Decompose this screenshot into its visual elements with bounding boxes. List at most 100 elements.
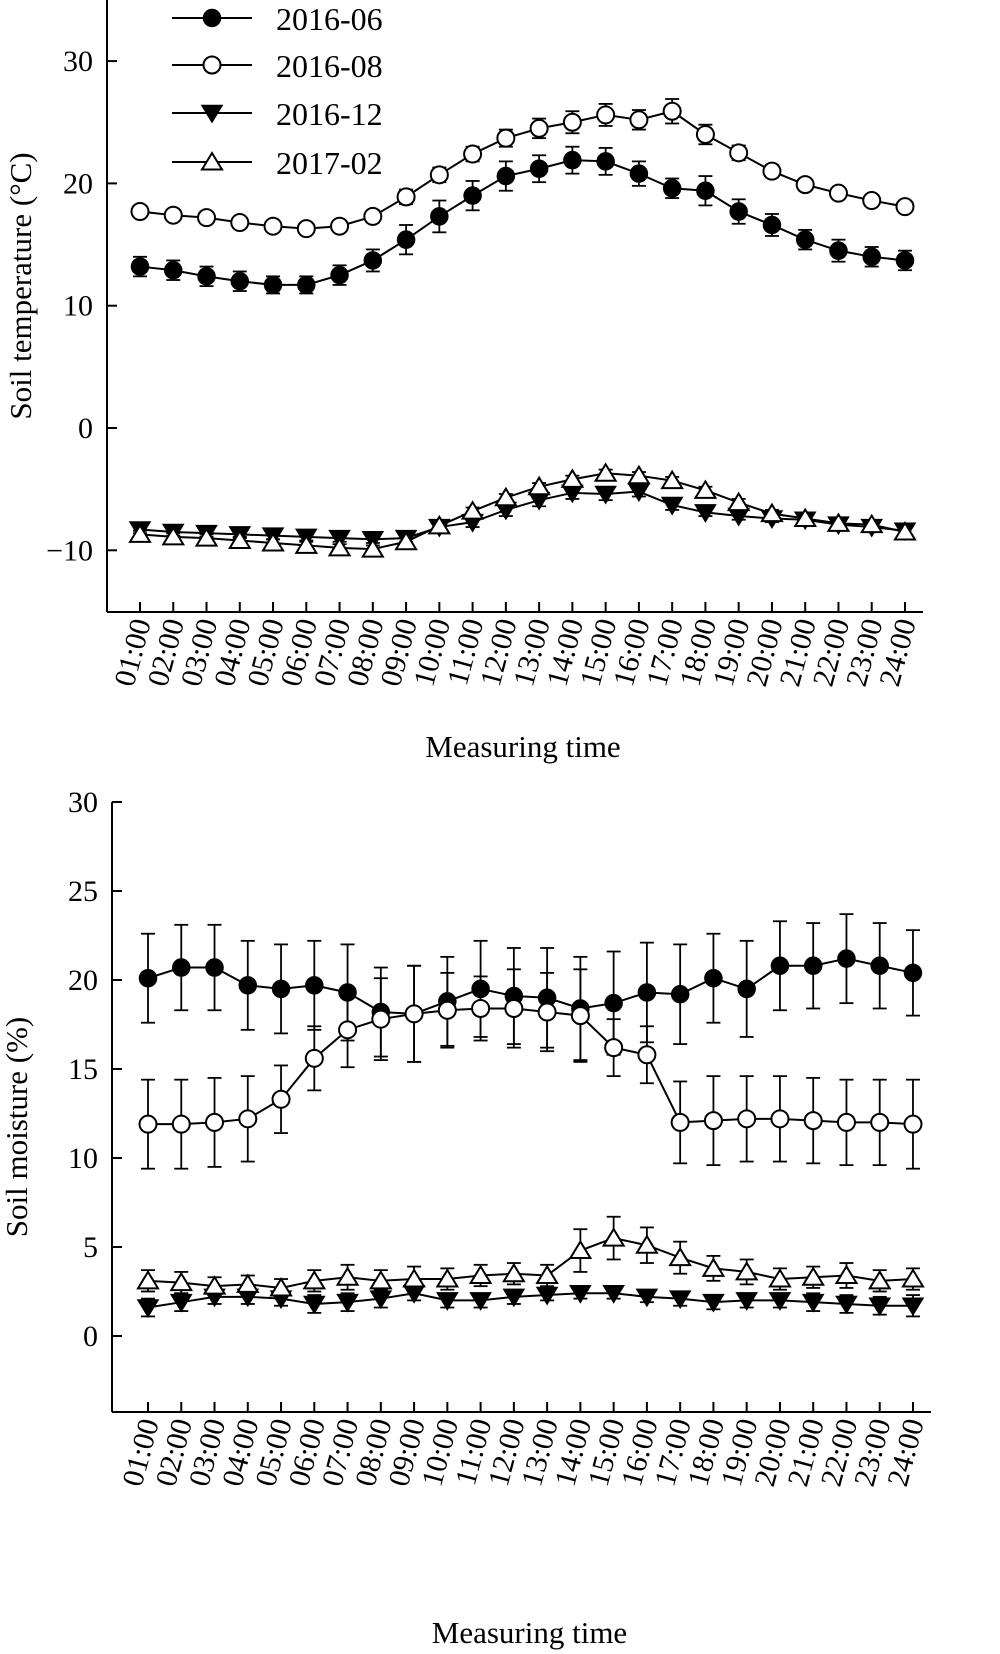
legend-entry-2016-08: 2016-08 — [172, 48, 383, 84]
temperature-data-point — [430, 207, 449, 226]
temperature-data-point — [363, 206, 383, 226]
moisture-data-point — [803, 956, 823, 976]
moisture-data-point — [402, 1268, 426, 1288]
temperature-data-point — [327, 536, 352, 557]
moisture-y-tick-label: 0 — [83, 1320, 98, 1353]
temperature-data-point — [263, 275, 283, 295]
moisture-data-point — [205, 958, 224, 977]
moisture-data-point — [236, 1273, 260, 1293]
moisture-data-point — [770, 1109, 790, 1129]
moisture-data-point — [703, 1111, 723, 1131]
moisture-data-point — [604, 993, 623, 1013]
moisture-data-point — [701, 1257, 726, 1277]
moisture-data-point — [601, 1227, 626, 1247]
moisture-data-point — [436, 1292, 459, 1311]
temperature-data-point — [662, 101, 682, 121]
temperature-data-point — [895, 251, 915, 270]
moisture-data-point — [770, 956, 790, 976]
temperature-data-point — [660, 469, 684, 490]
temperature-data-point — [230, 271, 250, 291]
legend-marker — [200, 151, 224, 171]
temperature-data-point — [760, 502, 784, 523]
moisture-y-tick-label: 10 — [68, 1142, 98, 1175]
temperature-data-point — [893, 521, 917, 541]
temperature-data-point — [463, 186, 482, 205]
temperature-data-point — [693, 479, 718, 499]
moisture-data-point — [238, 1109, 258, 1129]
temperature-data-point — [361, 538, 385, 558]
temperature-data-point — [859, 513, 884, 534]
moisture-data-point — [269, 1277, 293, 1297]
temperature-data-point — [161, 525, 186, 546]
temperature-data-point — [297, 275, 316, 295]
moisture-data-point — [801, 1266, 825, 1286]
moisture-data-point — [504, 998, 524, 1018]
temperature-data-point — [695, 124, 715, 144]
temperature-data-point — [696, 181, 715, 200]
moisture-data-point — [901, 1268, 925, 1288]
moisture-data-point — [737, 1109, 757, 1129]
legend-entry-2016-12: 2016-12 — [172, 96, 383, 132]
moisture-data-point — [171, 1114, 191, 1134]
moisture-data-point — [535, 1286, 559, 1306]
moisture-data-point — [336, 1293, 359, 1313]
temperature-data-point — [862, 247, 881, 267]
moisture-data-point — [136, 1299, 160, 1318]
moisture-data-point — [870, 956, 889, 976]
moisture-x-axis-title: Measuring time — [432, 1615, 627, 1650]
moisture-data-point — [702, 1293, 725, 1313]
temperature-data-point — [363, 251, 383, 270]
temperature-y-tick-label: 10 — [63, 290, 93, 323]
moisture-data-point — [335, 1266, 360, 1286]
moisture-data-point — [867, 1269, 892, 1290]
legend: 2016-06 2016-08 2016-12 2017-02 — [172, 1, 383, 181]
temperature-data-point — [230, 213, 250, 233]
moisture-data-point — [835, 1295, 858, 1315]
temperature-data-point — [263, 216, 283, 236]
temperature-data-point — [629, 164, 649, 183]
moisture-data-point — [302, 1295, 326, 1315]
legend-label: 2016-12 — [276, 96, 383, 132]
temperature-x-axis-title: Measuring time — [425, 729, 620, 764]
moisture-data-point — [471, 998, 491, 1018]
moisture-data-point — [834, 1264, 859, 1284]
moisture-data-point — [205, 1112, 225, 1132]
temperature-data-point — [294, 534, 319, 554]
legend-label: 2017-02 — [276, 145, 383, 181]
temperature-data-point — [496, 128, 516, 148]
moisture-series-line — [147, 1292, 913, 1309]
moisture-data-point — [238, 976, 258, 995]
temperature-data-point — [795, 175, 815, 195]
moisture-data-point — [169, 1271, 194, 1292]
moisture-data-point — [172, 958, 191, 977]
temperature-data-point — [895, 197, 915, 217]
temperature-data-point — [429, 165, 449, 185]
moisture-data-point — [305, 976, 324, 995]
temperature-data-point — [460, 500, 485, 520]
moisture-data-point — [837, 949, 856, 968]
moisture-data-point — [704, 968, 723, 988]
temperature-data-point — [527, 475, 551, 496]
moisture-data-point — [502, 1262, 526, 1283]
temperature-data-point — [163, 205, 183, 225]
moisture-data-point — [903, 1114, 923, 1134]
moisture-y-tick-label: 30 — [68, 786, 98, 819]
moisture-data-point — [637, 1045, 657, 1065]
moisture-data-point — [868, 1297, 892, 1317]
temperature-data-point — [662, 179, 682, 198]
temperature-data-point — [427, 514, 452, 535]
moisture-data-point — [369, 1269, 393, 1290]
temperature-data-point — [494, 486, 518, 507]
legend-marker — [200, 104, 224, 124]
moisture-data-point — [136, 1269, 160, 1290]
temperature-data-point — [128, 523, 152, 543]
moisture-data-point — [302, 1269, 327, 1290]
temperature-data-point — [762, 161, 782, 181]
temperature-data-point — [164, 260, 183, 280]
moisture-data-point — [304, 1048, 324, 1068]
moisture-series-2016-08 — [138, 964, 923, 1170]
moisture-y-tick-label: 20 — [68, 964, 98, 997]
temperature-data-point — [296, 219, 316, 239]
temperature-data-point — [463, 144, 483, 164]
